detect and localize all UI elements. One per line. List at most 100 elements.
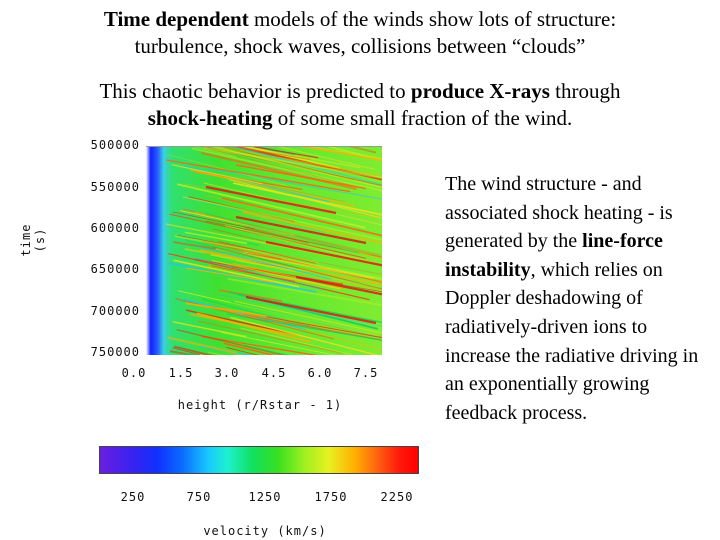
y-tick-label: 700000 [90,304,140,318]
title-line1-rest: models of the winds show lots of structu… [248,7,617,31]
wind-streak [212,307,382,351]
wind-velocity-plot [146,146,382,355]
wind-streak [166,159,351,193]
wind-streak [168,253,370,301]
wind-streak [227,313,382,341]
wind-streak [230,301,382,339]
wind-streak [203,147,382,179]
y-axis-label: time (s) [19,223,47,257]
explanation-text: The wind structure - and associated shoc… [445,170,707,427]
wind-streak [204,212,360,254]
x-tick-label: 4.5 [261,366,287,380]
x-tick-label: 7.5 [353,366,379,380]
wind-streak [225,224,382,266]
explanation-bold-term: line-force instability [445,230,663,281]
wind-streak [233,182,382,216]
wind-streak [235,164,367,190]
velocity-color-bar [99,446,419,474]
wind-streak [201,335,319,355]
wind-streak [205,167,382,200]
wind-streak [220,294,382,327]
x-tick-label: 3.0 [214,366,240,380]
shock-streak [245,295,377,325]
wind-streak [172,347,204,355]
wind-streak [169,213,367,259]
shock-streak [295,275,382,296]
wind-velocity-image [146,147,382,355]
explanation-part2: , which relies on Doppler deshadowing of… [445,258,699,424]
wind-streak [242,210,382,245]
y-tick-label: 500000 [90,138,140,152]
wind-streak [198,246,332,280]
wind-streak [177,235,249,250]
wind-streak [191,147,382,192]
x-tick-label: 0.0 [121,366,147,380]
wind-streak [186,267,276,284]
wind-streak [234,300,382,334]
wind-streak [211,265,296,282]
y-tick-label: 550000 [90,180,140,194]
colorbar-label: velocity (km/s) [203,524,327,538]
wind-streak [173,259,300,288]
wind-streak [218,241,316,264]
wind-streak [230,316,380,355]
y-tick-label: 750000 [90,345,140,359]
wind-streak [208,351,225,355]
wind-streak [172,320,247,338]
wind-streak [193,257,322,290]
colorbar-tick-label: 750 [186,490,212,504]
wind-streak [244,344,289,355]
x-tick-label: 6.0 [307,366,333,380]
wind-streak [194,211,382,259]
y-tick-label: 600000 [90,221,140,235]
wind-streak [277,147,376,171]
shock-streak [265,240,382,267]
wind-streak [167,336,238,355]
subtitle-line1-start: This chaotic behavior is predicted to [99,79,411,103]
wind-streak [184,165,330,203]
shock-streak [235,215,367,245]
wind-streak [211,259,341,290]
explanation-part1: The wind structure - and associated shoc… [445,173,673,253]
wind-streak [176,183,366,229]
wind-streak [185,239,299,269]
x-axis-label: height (r/Rstar - 1) [177,398,343,412]
x-tick-label: 1.5 [168,366,194,380]
wind-streak [172,211,255,230]
wind-streak [240,327,355,355]
wind-streak [182,196,382,241]
wind-streak [223,342,276,355]
wind-streak [251,147,319,159]
wind-streak [205,220,382,258]
wind-streak [227,277,382,307]
wind-streak [198,320,343,354]
slide-subtitle: This chaotic behavior is predicted to pr… [0,78,720,132]
wind-streak [218,147,382,177]
wind-streak [174,235,319,264]
wind-streak [222,147,354,181]
wind-streak [192,147,237,158]
wind-streak [201,151,357,191]
wind-streak [185,302,267,318]
wind-streak [178,290,379,337]
wind-streak [176,328,286,355]
title-bold-lead: Time dependent [103,7,249,31]
wind-streak [226,347,259,355]
colorbar-tick-label: 2250 [380,490,414,504]
wind-streak [301,147,382,162]
wind-streak [241,147,361,169]
wind-streak [185,247,381,291]
wind-streak [244,226,309,244]
title-line2: turbulence, shock waves, collisions betw… [134,34,586,58]
wind-streak [211,147,382,189]
wind-streak [200,147,358,188]
wind-streak [171,164,263,185]
wind-streak [196,312,312,344]
subtitle-bold-xrays: produce X-rays [410,79,550,103]
wind-streak [215,247,374,280]
wind-streak [212,246,382,290]
y-tick-label: 650000 [90,262,140,276]
wind-streak [221,332,337,355]
colorbar-tick-label: 250 [120,490,146,504]
subtitle-line2-end: of some small fraction of the wind. [272,106,573,130]
